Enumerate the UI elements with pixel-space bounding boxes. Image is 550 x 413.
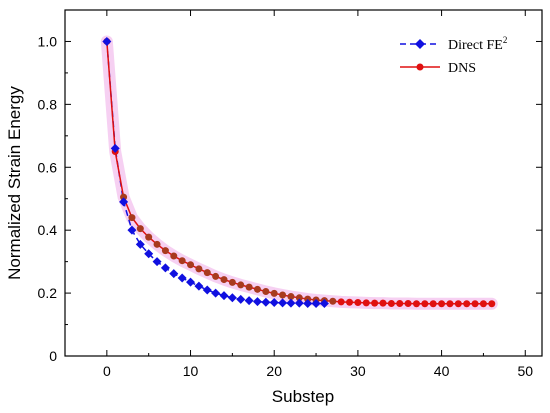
- y-tick-label: 0.4: [38, 222, 58, 238]
- series-1-point: [479, 300, 487, 308]
- series-0-point: [319, 298, 329, 308]
- series-0-point: [194, 281, 204, 291]
- series-1-point: [253, 285, 261, 293]
- series-1-point: [329, 297, 337, 305]
- legend-marker-direct-fe: [415, 39, 425, 49]
- series-1-point: [145, 233, 153, 241]
- series-1-point: [404, 299, 412, 307]
- series-0-point: [261, 297, 271, 307]
- x-tick-label: 20: [266, 363, 282, 379]
- series-0-point: [286, 298, 296, 308]
- series-1-point: [212, 272, 220, 280]
- y-axis-label: Normalized Strain Energy: [5, 86, 24, 280]
- legend: Direct FE2 DNS: [400, 35, 507, 76]
- series-1-point: [396, 299, 404, 307]
- series-1-point: [346, 298, 354, 306]
- series-0-point: [102, 36, 112, 46]
- series-0-point: [303, 298, 313, 308]
- series-0-point: [119, 197, 129, 207]
- series-0-point: [152, 257, 162, 267]
- series-0-point: [252, 297, 262, 307]
- series-0-point: [135, 239, 145, 249]
- series-0-point: [278, 298, 288, 308]
- series-0-point: [269, 298, 279, 308]
- series-1-point: [488, 300, 496, 308]
- series-1-point: [421, 300, 429, 308]
- series-1-point: [287, 293, 295, 301]
- x-tick-label: 50: [517, 363, 533, 379]
- y-tick-label: 0.2: [38, 285, 58, 301]
- series-1-point: [362, 299, 370, 307]
- series-1-point: [245, 283, 253, 291]
- series-1-point: [161, 247, 169, 255]
- series-1-point: [454, 300, 462, 308]
- series-1-point: [463, 300, 471, 308]
- series-1-point: [170, 252, 178, 260]
- x-axis-label: Substep: [272, 387, 334, 406]
- series-1-point: [354, 299, 362, 307]
- series-0-point: [160, 263, 170, 273]
- series-0-point: [244, 296, 254, 306]
- series-0-point: [127, 225, 137, 235]
- legend-marker-dns: [416, 63, 424, 71]
- series-0-point: [169, 269, 179, 279]
- series-1-point: [153, 240, 161, 248]
- series-1-point: [371, 299, 379, 307]
- x-tick-label: 10: [183, 363, 199, 379]
- series-line-0: [106, 41, 325, 305]
- series-0-point: [236, 294, 246, 304]
- series-0-point: [227, 293, 237, 303]
- series-1-point: [446, 300, 454, 308]
- x-tick-label: 40: [434, 363, 450, 379]
- series-1-point: [471, 300, 479, 308]
- series-1-point: [136, 225, 144, 233]
- plot-area: [100, 35, 498, 310]
- y-tick-label: 0: [49, 348, 57, 364]
- series-0-point: [211, 288, 221, 298]
- series-1-point: [279, 291, 287, 299]
- series-1-point: [438, 300, 446, 308]
- series-1-point: [187, 261, 195, 269]
- series-1-point: [262, 288, 270, 296]
- series-1-point: [128, 214, 136, 222]
- series-0-point: [144, 249, 154, 259]
- series-1-point: [220, 276, 228, 284]
- y-tick-label: 1.0: [38, 33, 58, 49]
- series-1-point: [178, 257, 186, 265]
- axis-ticks: 0 10 20 30 40 50 0 0.2 0.4 0.6 0.8 1.0: [38, 9, 542, 379]
- series-1-point: [270, 289, 278, 297]
- series-1-point: [379, 299, 387, 307]
- legend-label-direct-fe: Direct FE2: [448, 35, 507, 53]
- series-1-point: [120, 193, 128, 201]
- x-tick-label: 0: [103, 363, 111, 379]
- series-1-point: [295, 294, 303, 302]
- series-0-point: [311, 298, 321, 308]
- series-0-point: [294, 298, 304, 308]
- series-0-point: [202, 285, 212, 295]
- series-1-point: [412, 300, 420, 308]
- series-1-point: [203, 269, 211, 277]
- plot-frame: [64, 9, 543, 357]
- legend-label-dns: DNS: [448, 61, 476, 76]
- y-tick-label: 0.8: [38, 96, 58, 112]
- y-tick-label: 0.6: [38, 159, 58, 175]
- x-tick-label: 30: [350, 363, 366, 379]
- series-1-point: [195, 265, 203, 273]
- series-0-point: [177, 273, 187, 283]
- series-0-point: [219, 291, 229, 301]
- series-1-point: [228, 278, 236, 286]
- series-1-point: [429, 300, 437, 308]
- series-0-point: [186, 277, 196, 287]
- series-1-point: [337, 298, 345, 306]
- series-1-point: [237, 281, 245, 289]
- series-0-point: [110, 143, 120, 153]
- series-1-point: [387, 299, 395, 307]
